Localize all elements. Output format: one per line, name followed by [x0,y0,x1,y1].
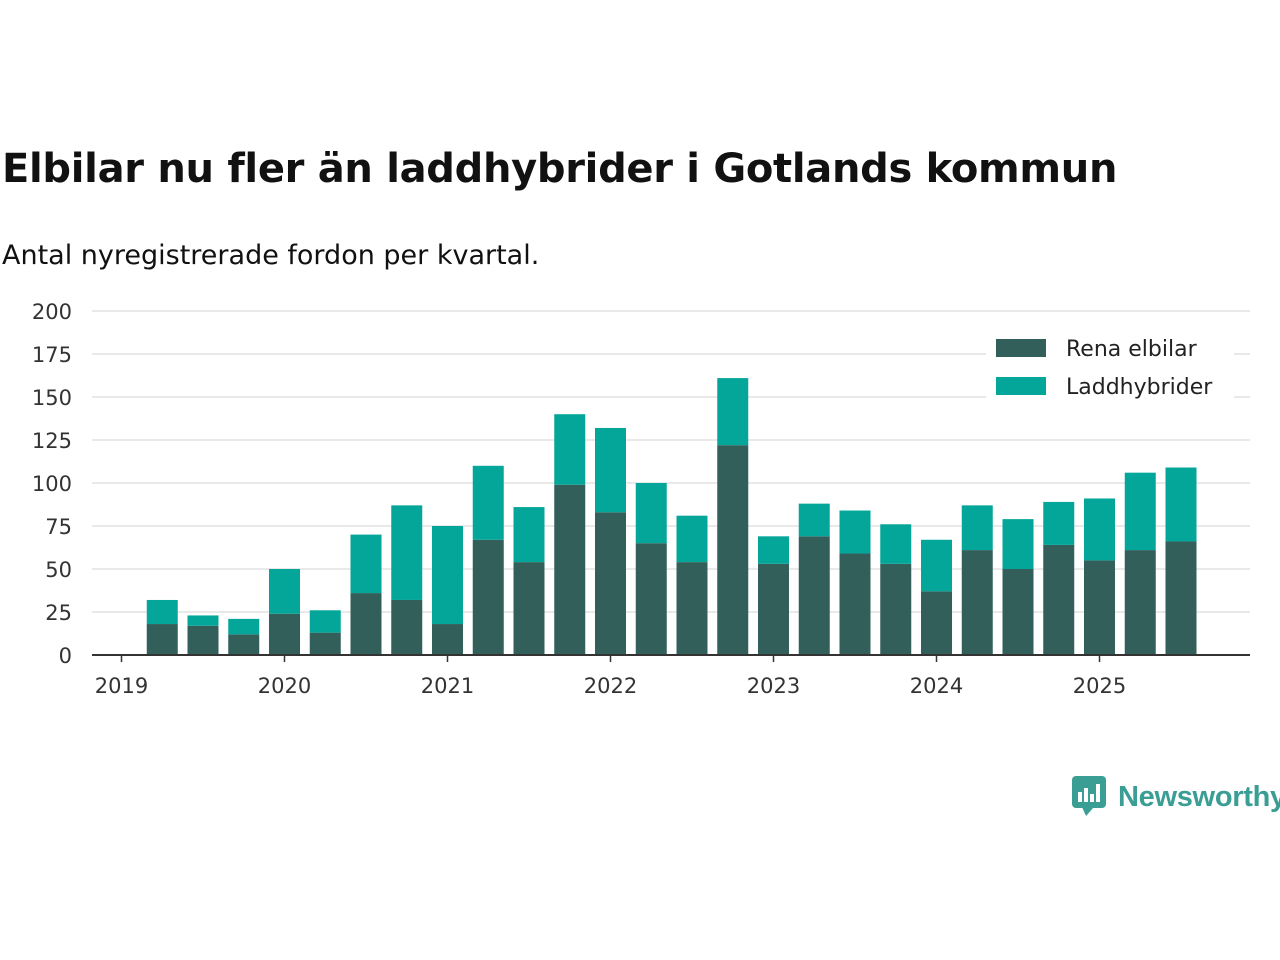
bar-laddhybrider [635,483,667,544]
bar-rena-elbilar [758,563,789,655]
y-tick-label: 125 [32,429,72,453]
bar-rena-elbilar [391,599,423,655]
y-tick-label: 150 [32,386,72,410]
bar-rena-elbilar [472,539,504,655]
x-tick-label: 2022 [584,674,637,698]
bar-laddhybrider [432,526,463,625]
bar-rena-elbilar [513,562,545,655]
y-tick-label: 50 [45,558,72,582]
bar-laddhybrider [513,507,545,563]
legend-swatch [996,339,1046,357]
chart-title: Elbilar nu fler än laddhybrider i Gotlan… [2,146,1118,192]
y-tick-label: 175 [32,343,72,367]
y-tick-label: 25 [45,601,72,625]
bar-laddhybrider [187,615,219,626]
bar-rena-elbilar [228,634,260,655]
bar-laddhybrider [1084,498,1115,561]
bar-laddhybrider [839,510,871,554]
x-tick-label: 2024 [910,674,963,698]
bar-rena-elbilar [1124,550,1156,655]
bar-rena-elbilar [554,484,586,655]
bar-laddhybrider [676,515,708,563]
bar-rena-elbilar [880,563,912,655]
bar-rena-elbilar [839,553,871,655]
bar-laddhybrider [798,503,830,537]
bar-laddhybrider [350,534,382,594]
x-axis: 2019 2020 2021 2022 2023 2024 2025 [92,654,1250,698]
y-tick-label: 100 [32,472,72,496]
legend-label: Laddhybrider [1066,375,1213,400]
bar-laddhybrider [269,569,300,614]
bar-rena-elbilar [595,512,626,655]
y-tick-label: 0 [59,644,72,668]
bar-laddhybrider [554,414,586,485]
bar-rena-elbilar [1165,541,1197,655]
bar-laddhybrider [1124,472,1156,551]
bar-laddhybrider [146,599,178,625]
newsworthy-logo-icon [1072,776,1106,816]
bar-rena-elbilar [676,562,708,655]
x-tick-label: 2025 [1073,674,1126,698]
newsworthy-logo: Newsworthy [1072,776,1280,818]
bar-rena-elbilar [350,593,382,655]
bar-laddhybrider [391,505,423,600]
bar-laddhybrider [1043,501,1075,545]
x-tick-label: 2020 [258,674,311,698]
newsworthy-logo-text: Newsworthy [1118,780,1280,813]
bar-rena-elbilar [717,445,749,655]
bar-laddhybrider [880,524,912,564]
x-tick-label: 2021 [421,674,474,698]
bar-rena-elbilar [432,624,463,655]
bar-laddhybrider [758,536,789,564]
bar-laddhybrider [1002,519,1034,569]
bar-rena-elbilar [921,591,952,655]
bar-rena-elbilar [1084,560,1115,655]
x-tick-label: 2023 [747,674,800,698]
bar-laddhybrider [961,505,993,551]
bar-laddhybrider [309,610,341,633]
bar-rena-elbilar [269,613,300,655]
bar-laddhybrider [717,378,749,446]
legend-label: Rena elbilar [1066,337,1198,362]
bar-rena-elbilar [961,550,993,655]
bar-rena-elbilar [798,536,830,655]
bar-rena-elbilar [635,543,667,655]
legend: Rena elbilar Laddhybrider [986,330,1234,408]
bar-rena-elbilar [146,624,178,655]
bar-laddhybrider [1165,467,1197,542]
y-tick-label: 200 [32,300,72,324]
bars [146,378,1197,655]
y-axis: 0 25 50 75 100 125 150 175 200 [32,300,72,668]
bar-laddhybrider [472,465,504,540]
chart-subtitle: Antal nyregistrerade fordon per kvartal. [2,240,540,271]
bar-laddhybrider [228,618,260,635]
x-tick-label: 2019 [95,674,148,698]
legend-swatch [996,377,1046,395]
bar-rena-elbilar [1002,569,1034,655]
bar-rena-elbilar [309,632,341,655]
bar-rena-elbilar [187,625,219,655]
y-tick-label: 75 [45,515,72,539]
bar-laddhybrider [921,539,952,592]
bar-rena-elbilar [1043,544,1075,655]
bar-laddhybrider [595,427,626,513]
